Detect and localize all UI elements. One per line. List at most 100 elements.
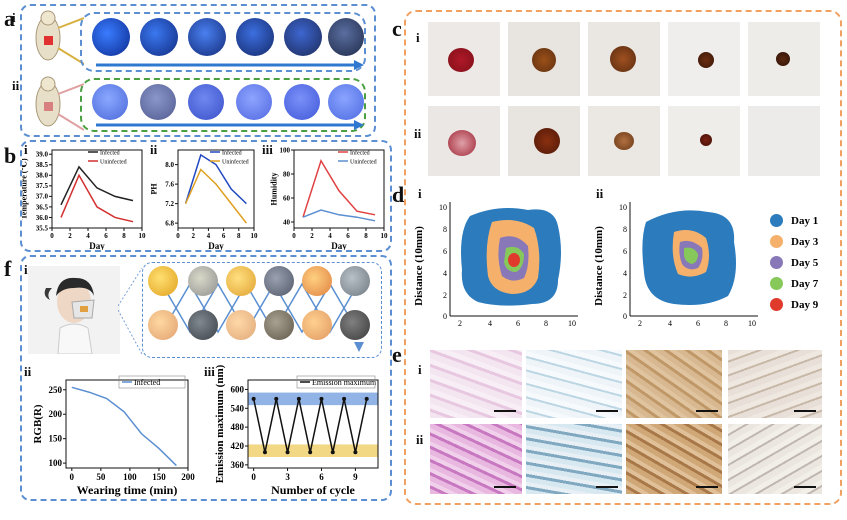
label-a-i: i [12,10,16,25]
svg-text:4: 4 [488,319,492,328]
y-tick-label: 8.0 [165,161,174,169]
band-1 [248,444,378,457]
x-tick-label: 0 [70,472,75,482]
wound-photo-ii-2 [508,106,580,176]
legend-item-day1: Day 1 [770,210,840,231]
svg-text:4: 4 [443,269,447,278]
data-point [262,450,267,455]
mask-sensor-bottom-1 [148,310,178,340]
svg-text:6: 6 [516,319,520,328]
chart-temperature: 35.5 36.0 36.5 37.0 37.5 38.0 38.5 39.0 0 2 4 6 8 10 D… [22,149,147,250]
data-point [364,396,369,401]
label-e: e [392,342,402,367]
x-tick-label: 0 [292,232,296,240]
x-tick-label: 10 [139,232,147,240]
legend-label: Emission maximum [312,378,377,387]
sensor-circle-ii-2 [140,84,176,120]
legend-item-day5: Day 5 [770,252,840,273]
wound-photo-i-4 [668,22,740,96]
wound-photo-ii-5 [748,106,820,176]
legend-label: Uninfected [100,158,127,165]
wound-contour-map-ii: Distance (10mm) 0 2 4 6 8 10 2 4 6 8 10 [593,202,758,328]
data-point [274,396,279,401]
x-tick-label: 150 [152,472,166,482]
y-tick-label: 360 [231,460,245,470]
wound-photo-ii-1 [428,106,500,176]
x-tick-label: 0 [50,232,54,240]
y-axis-label: Temperature (℃) [22,158,29,220]
legend-label: Infected [134,378,160,387]
label-d-ii: ii [596,186,604,201]
wound-photo-ii-4 [668,106,740,176]
y-tick-label: 540 [231,403,245,413]
x-axis-label: Day [208,241,224,250]
mouse-illustration-ii [35,76,84,131]
histology-he-i [430,350,522,418]
wound-photo-i-2 [508,22,580,96]
panel-cde-box [404,10,842,505]
mask-sensor-bottom-2 [188,310,218,340]
svg-text:Distance (10mm): Distance (10mm) [413,226,425,306]
data-point [251,396,256,401]
mask-sensor-bottom-6 [340,310,370,340]
x-tick-label: 6 [346,232,350,240]
mask-sensor-bottom-5 [302,310,332,340]
label-a: a [4,6,15,31]
y-tick-label: 35.5 [36,224,49,232]
x-tick-label: 9 [353,472,358,482]
data-point [296,396,301,401]
legend-d: Day 1 Day 3 Day 5 Day 7 Day 9 [770,210,840,315]
sensor-circle-ii-3 [188,84,224,120]
legend-box [296,375,376,389]
arrow-a-ii [96,120,364,130]
y-tick-label: 480 [231,422,245,432]
svg-text:10: 10 [748,319,756,328]
wound-photo-ii-3 [588,106,660,176]
y-tick-label: 36.5 [36,203,49,211]
histology-ihc-ii-2 [728,424,822,494]
histology-ihc-ii-1 [626,424,722,494]
x-tick-label: 50 [96,472,106,482]
data-point [353,450,358,455]
svg-text:2: 2 [623,291,627,300]
y-tick-label: 60 [283,194,291,202]
wound-photo-i-1 [428,22,500,96]
histology-ihc-i-2 [728,350,822,418]
label-f-i: i [24,262,28,277]
panel-b-box [20,140,392,252]
x-tick-label: 4 [86,232,90,240]
svg-text:8: 8 [443,225,447,234]
mask-sensor-top-4 [264,266,294,296]
sensor-circle-i-5 [284,18,322,56]
svg-text:6: 6 [623,247,627,256]
label-f-iii: iii [204,364,215,379]
sensor-circle-i-6 [328,18,364,56]
sensor-circle-i-3 [188,18,226,56]
x-axis-label: Wearing time (min) [77,483,178,497]
y-tick-label: 420 [231,441,245,451]
svg-text:8: 8 [623,225,627,234]
y-tick-label: 600 [231,384,245,394]
svg-text:2: 2 [638,319,642,328]
plot-frame [177,149,255,229]
svg-text:0: 0 [623,312,627,321]
sensor-circle-ii-6 [328,84,364,120]
sensor-circle-ii-5 [284,84,320,120]
x-tick-label: 2 [310,232,314,240]
svg-text:6: 6 [443,247,447,256]
x-axis-label: Number of cycle [271,483,355,497]
sensor-circle-ii-4 [236,84,272,120]
histology-he-ii [430,424,522,494]
series-line-0 [71,386,177,467]
panel-a-box [20,4,376,137]
svg-text:4: 4 [668,319,672,328]
label-a-ii: ii [12,78,20,93]
y-tick-label: 100 [280,146,291,154]
y-tick-label: 38.5 [36,161,49,169]
data-point [285,450,290,455]
x-tick-label: 8 [237,232,241,240]
panel-f-box [20,255,392,501]
y-tick-label: 40 [283,218,291,226]
wound-photo-i-3 [588,22,660,96]
